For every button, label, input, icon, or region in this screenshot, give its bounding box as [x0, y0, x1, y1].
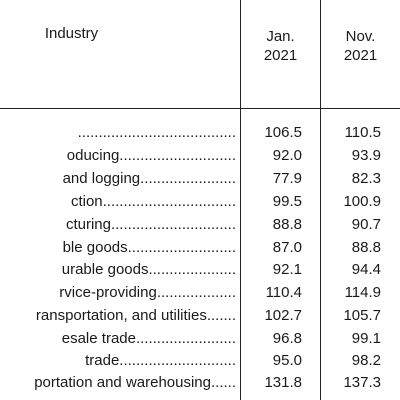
table-row: cturing.............................. 88…	[0, 216, 400, 238]
row-value-nov: 93.9	[351, 147, 381, 164]
column-divider-jan	[320, 0, 321, 400]
row-label: rvice-providing...................	[59, 284, 236, 301]
row-value-nov: 105.7	[343, 307, 381, 324]
row-value-nov: 100.9	[343, 193, 381, 210]
table-row: ...................................... 1…	[0, 124, 400, 146]
row-value-jan: 88.8	[272, 216, 302, 233]
row-label: esale trade........................	[61, 330, 236, 347]
header-nov-year: 2021	[343, 47, 378, 64]
row-value-jan: 95.0	[272, 352, 302, 369]
row-label: ble goods..........................	[62, 239, 236, 256]
row-value-jan: 87.0	[272, 239, 302, 256]
row-value-nov: 98.2	[351, 352, 381, 369]
row-label: ction................................	[70, 193, 236, 210]
row-label: cturing..............................	[65, 216, 236, 233]
row-value-jan: 92.0	[272, 147, 302, 164]
header-rule	[0, 108, 400, 109]
row-value-nov: 114.9	[344, 284, 381, 301]
table-row: oducing............................ 92.0…	[0, 147, 400, 169]
table-row: urable goods..................... 92.1 9…	[0, 261, 400, 283]
header-jan-year: 2021	[263, 47, 298, 64]
row-label: ......................................	[77, 124, 236, 141]
row-label: urable goods.....................	[61, 261, 236, 278]
row-value-jan: 131.8	[264, 374, 302, 391]
row-value-nov: 82.3	[351, 170, 381, 187]
header-jan-2021: Jan. 2021	[241, 27, 320, 65]
table-row: trade............................ 95.0 9…	[0, 352, 400, 374]
row-value-nov: 137.3	[343, 374, 381, 391]
row-value-jan: 106.5	[264, 124, 302, 141]
row-value-nov: 90.7	[351, 216, 381, 233]
row-value-jan: 99.5	[272, 193, 302, 210]
table-row: ransportation, and utilities....... 102.…	[0, 307, 400, 329]
row-label: oducing............................	[66, 147, 236, 164]
row-label: and logging.......................	[62, 170, 236, 187]
header-industry: Industry	[0, 24, 143, 43]
header-jan-month: Jan.	[266, 28, 295, 45]
row-value-jan: 77.9	[272, 170, 302, 187]
table-row: portation and warehousing...... 131.8 13…	[0, 374, 400, 396]
row-value-nov: 110.5	[344, 124, 381, 141]
table-row: ction................................ 99…	[0, 193, 400, 215]
table-row: and logging....................... 77.9 …	[0, 170, 400, 192]
row-value-nov: 99.1	[351, 330, 381, 347]
table-row: esale trade........................ 96.8…	[0, 330, 400, 352]
row-value-jan: 102.7	[264, 307, 302, 324]
row-value-jan: 110.4	[265, 284, 302, 301]
row-value-nov: 94.4	[351, 261, 381, 278]
header-nov-month: Nov.	[345, 28, 376, 45]
row-value-jan: 96.8	[272, 330, 302, 347]
header-nov-2021: Nov. 2021	[321, 27, 400, 65]
row-label: portation and warehousing......	[34, 374, 236, 391]
row-value-jan: 92.1	[272, 261, 302, 278]
table-row: rvice-providing................... 110.4…	[0, 284, 400, 306]
row-value-nov: 88.8	[351, 239, 381, 256]
row-label: ransportation, and utilities.......	[35, 307, 236, 324]
row-label: trade............................	[85, 352, 236, 369]
header-industry-label: Industry	[44, 25, 99, 42]
table-row: ble goods.......................... 87.0…	[0, 239, 400, 261]
column-divider-industry	[240, 0, 241, 400]
